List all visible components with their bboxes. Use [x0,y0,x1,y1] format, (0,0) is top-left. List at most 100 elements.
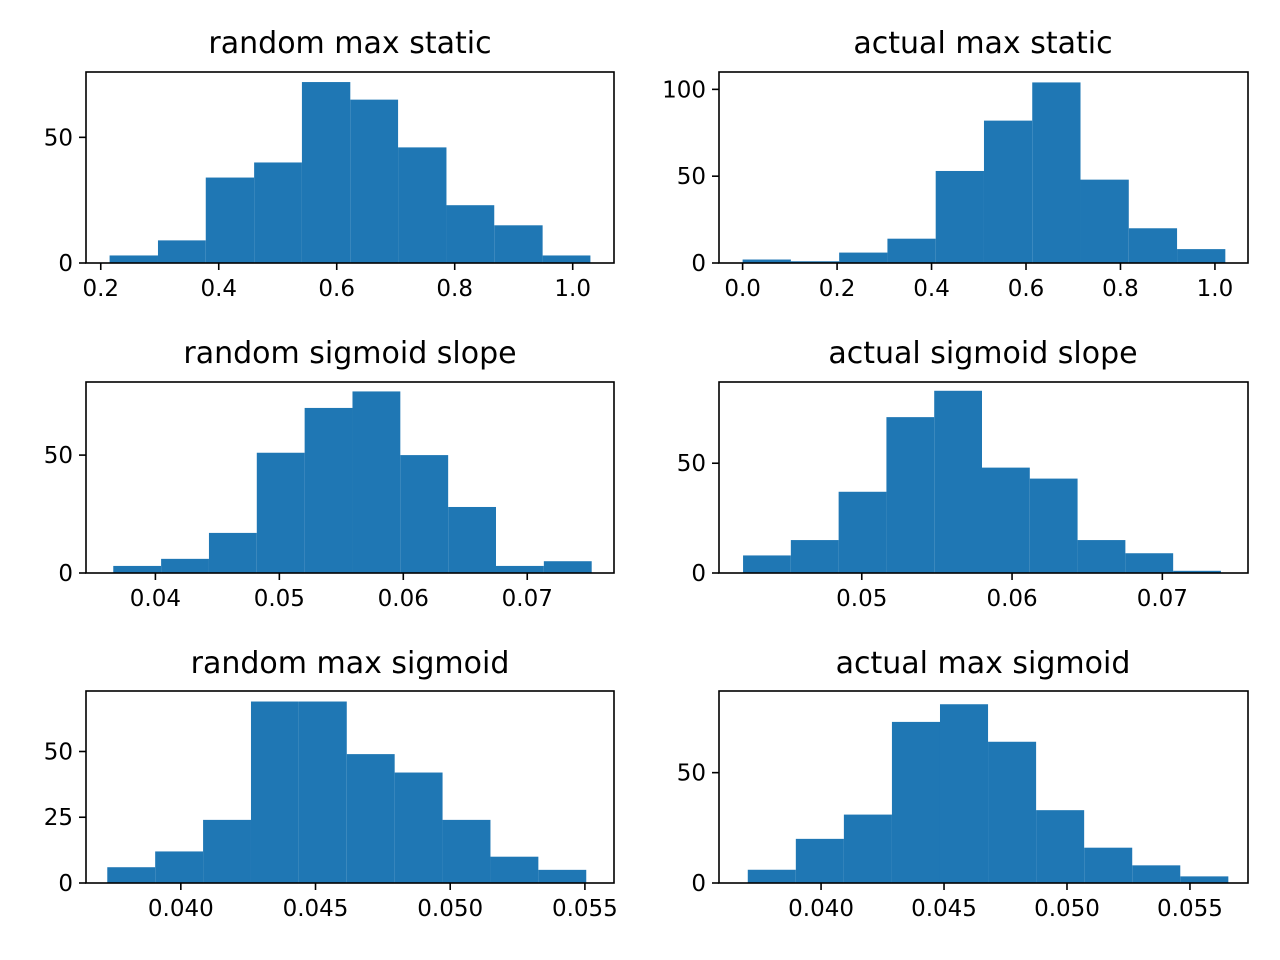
histogram-bar [790,540,839,573]
histogram-bar [448,506,496,573]
y-tick-label: 50 [44,443,73,469]
histogram-bar [256,452,305,573]
y-tick-label: 25 [44,805,73,831]
histogram-bar [743,555,791,573]
histogram-bar [891,721,940,883]
histogram-bar [983,120,1033,264]
histogram-bar [496,565,544,573]
x-tick-label: 0.055 [1157,896,1223,922]
histogram-bar [1177,249,1226,263]
histogram-bar [839,252,888,263]
x-tick-label: 0.6 [1008,276,1045,302]
y-tick-label: 100 [662,77,706,103]
histogram-bar [538,869,587,883]
histogram-bar [1080,179,1129,263]
y-tick-label: 0 [58,561,73,587]
histogram-bar [346,754,395,883]
histogram-bar [795,838,844,883]
histogram-bar [1173,570,1221,573]
x-tick-label: 0.6 [318,276,355,302]
x-tick-label: 0.8 [436,276,473,302]
x-tick-label: 0.05 [836,586,887,612]
subplot-title: actual max sigmoid [836,646,1131,681]
histogram-bar [107,867,156,883]
x-tick-label: 0.2 [82,276,119,302]
y-tick-label: 0 [691,561,706,587]
x-tick-label: 0.040 [788,896,854,922]
x-tick-label: 0.4 [913,276,950,302]
histogram-bar [157,240,206,263]
histogram-bar [934,390,982,573]
histogram-bar [1029,478,1078,573]
histogram-bar [886,417,935,573]
x-tick-label: 1.0 [1197,276,1234,302]
histogram-bar [1128,228,1178,263]
histogram-bar [203,819,251,883]
subplot-random-sigmoid-slope: random sigmoid slope 0.04 0.05 0.06 0.07 0 50 [44,336,615,612]
y-tick-label: 50 [677,164,706,190]
x-tick-label: 0.045 [283,896,349,922]
y-tick-label: 50 [677,761,706,787]
histogram-bar [352,391,401,573]
histogram-bar [742,259,791,263]
histogram-bar [208,532,257,573]
x-tick-label: 0.040 [148,896,214,922]
histogram-bar [350,99,399,263]
histogram-bar [747,869,796,883]
x-tick-label: 0.04 [130,586,181,612]
histogram-bar [887,238,936,263]
x-tick-label: 0.0 [724,276,761,302]
x-tick-label: 0.05 [254,586,305,612]
x-tick-label: 0.06 [986,586,1037,612]
histogram-bar [838,491,887,573]
histogram-bar [939,704,989,883]
y-tick-label: 0 [691,871,706,897]
histogram-bar [400,455,449,573]
axes-frame [85,71,615,264]
subplot-actual-max-static: actual max static 0.0 0.2 0.4 0.6 0.8 1.0 0 50 1… [662,26,1249,302]
histogram-bar [155,851,204,883]
histogram-bar [254,162,302,263]
histogram-bar [298,701,347,883]
x-tick-label: 0.07 [502,586,553,612]
subplot-title: random max static [208,26,491,61]
axes-frame [718,71,1249,264]
x-tick-label: 0.050 [417,896,483,922]
histogram-bar [542,255,591,263]
x-tick-label: 0.4 [200,276,237,302]
x-tick-label: 0.055 [552,896,618,922]
y-tick-label: 0 [691,251,706,277]
histogram-bar [843,814,892,883]
histogram-bar [205,177,255,263]
histogram-bar [935,170,984,263]
y-tick-label: 50 [677,451,706,477]
histogram-bar [1077,540,1126,573]
x-tick-label: 0.2 [819,276,856,302]
y-tick-label: 50 [44,125,73,151]
subplot-title: random sigmoid slope [183,336,516,371]
histogram-bar [1132,865,1181,883]
histogram-bar [1125,553,1174,573]
histogram-bar [161,558,209,573]
histogram-bar [301,82,351,263]
subplot-random-max-static: random max static 0.2 0.4 0.6 0.8 1.0 0 50 [44,26,615,302]
histogram-bar [494,225,543,263]
histogram-bar [988,741,1037,883]
histogram-bar [490,856,539,883]
y-tick-label: 50 [44,739,73,765]
histogram-bar [790,261,840,263]
subplot-actual-max-sigmoid: actual max sigmoid 0.040 0.045 0.050 0.055 0… [677,646,1249,922]
histogram-bar [982,467,1030,573]
x-tick-label: 0.06 [378,586,429,612]
x-tick-label: 1.0 [554,276,591,302]
x-tick-label: 0.050 [1034,896,1100,922]
histogram-bar [394,772,443,883]
histogram-bar [442,819,491,883]
subplot-title: actual sigmoid slope [828,336,1137,371]
histogram-bar [1036,810,1085,883]
axes-frame [85,690,615,884]
histogram-bar [543,561,592,573]
axes-frame [718,690,1249,884]
histogram-bar [113,565,162,573]
